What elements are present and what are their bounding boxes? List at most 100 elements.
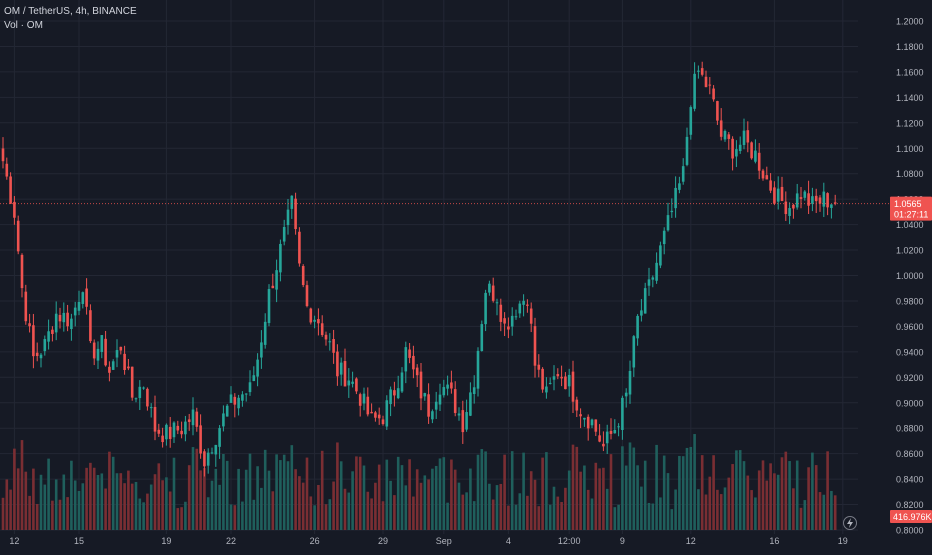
candle-body	[526, 304, 529, 306]
volume-bar	[85, 467, 88, 530]
candle-body	[332, 339, 335, 353]
volume-bar	[73, 480, 77, 530]
candle-body	[381, 419, 385, 425]
volume-bar	[35, 503, 39, 530]
volume-bar	[271, 491, 275, 530]
volume-bar	[339, 461, 343, 530]
candle-body	[491, 285, 495, 301]
y-tick-label: 0.8200	[896, 500, 924, 510]
candle-body	[780, 186, 784, 201]
current-price-badge[interactable]	[890, 196, 932, 221]
y-tick-label: 0.9800	[896, 296, 924, 306]
volume-bar	[241, 501, 244, 530]
candle-body	[803, 191, 807, 198]
volume-legend[interactable]: Vol · OM	[4, 20, 43, 31]
volume-bar	[742, 461, 746, 530]
candle-body	[153, 406, 157, 432]
volume-bar	[541, 457, 544, 530]
candle-body	[355, 378, 358, 392]
candle-body	[727, 134, 731, 139]
volume-bar	[507, 505, 510, 530]
volume-bar	[199, 470, 202, 530]
candle-body	[168, 426, 172, 439]
volume-bar	[81, 483, 85, 530]
candle-body	[807, 193, 810, 206]
volume-bar	[229, 504, 233, 530]
volume-bar	[244, 469, 248, 530]
volume-bar	[412, 496, 415, 530]
candle-body	[700, 68, 704, 75]
volume-bar	[731, 464, 734, 530]
volume-bar	[351, 471, 354, 530]
volume-bar	[754, 497, 757, 530]
y-tick-label: 0.8600	[896, 449, 924, 459]
volume-bar	[788, 461, 791, 530]
candle-body	[256, 359, 259, 377]
candle-body	[123, 353, 126, 371]
x-tick-label: 19	[161, 536, 171, 546]
volume-bar	[222, 453, 225, 530]
volume-bar	[461, 494, 465, 530]
candle-body	[408, 349, 411, 358]
candle-body	[108, 366, 111, 373]
volume-bar	[708, 476, 712, 530]
candle-body	[659, 245, 662, 266]
volume-bar	[590, 498, 594, 530]
volume-bar	[681, 456, 685, 530]
volume-bar	[826, 451, 829, 530]
candle-body	[92, 342, 96, 359]
volume-bar	[693, 434, 696, 530]
volume-bar	[111, 456, 115, 530]
y-tick-label: 1.1000	[896, 144, 924, 154]
candle-body	[100, 335, 104, 352]
volume-bar	[472, 501, 476, 530]
volume-bar	[480, 449, 484, 530]
candle-body	[640, 310, 643, 316]
candle-body	[51, 329, 54, 334]
candle-body	[396, 388, 400, 399]
volume-bar	[66, 497, 69, 530]
candle-body	[73, 307, 77, 316]
candle-body	[339, 362, 343, 375]
candle-body	[434, 401, 438, 410]
candle-body	[632, 336, 636, 368]
candle-body	[210, 452, 214, 454]
volume-bar	[556, 496, 560, 530]
candle-body	[685, 136, 689, 165]
lightning-icon[interactable]	[843, 516, 857, 530]
candle-body	[655, 262, 658, 281]
candle-body	[362, 393, 366, 404]
candle-body	[85, 288, 88, 307]
candle-body	[579, 414, 582, 417]
candle-body	[229, 394, 233, 403]
candle-body	[605, 431, 609, 444]
candle-body	[241, 394, 244, 401]
volume-bar	[503, 454, 506, 530]
y-tick-label: 0.8400	[896, 475, 924, 485]
volume-bar	[362, 465, 366, 530]
volume-bar	[13, 448, 16, 530]
candle-body	[750, 142, 753, 159]
volume-bar	[336, 442, 339, 530]
volume-bar	[795, 460, 799, 530]
volume-bar	[799, 507, 803, 530]
candle-body	[507, 326, 510, 330]
volume-bar	[161, 480, 164, 530]
volume-bar	[438, 458, 442, 530]
volume-bar	[366, 491, 370, 530]
volume-bar	[814, 465, 818, 530]
candle-body	[476, 350, 480, 389]
symbol-legend[interactable]: OM / TetherUS, 4h, BINANCE	[4, 6, 137, 17]
volume-bar	[655, 444, 658, 530]
volume-bar	[453, 469, 457, 530]
candle-body	[81, 292, 85, 304]
x-tick-label: 16	[769, 536, 779, 546]
y-tick-label: 0.9200	[896, 373, 924, 383]
volume-bar	[176, 508, 180, 530]
candle-body	[374, 412, 377, 418]
volume-bar	[218, 484, 221, 530]
volume-bar	[784, 451, 788, 530]
candle-body	[795, 193, 799, 208]
